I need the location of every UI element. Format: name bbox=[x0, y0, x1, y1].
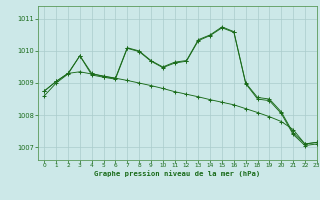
X-axis label: Graphe pression niveau de la mer (hPa): Graphe pression niveau de la mer (hPa) bbox=[94, 171, 261, 177]
